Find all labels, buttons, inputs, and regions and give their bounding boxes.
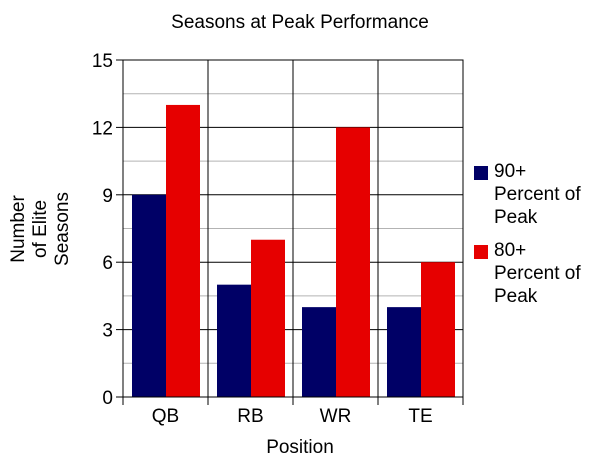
y-axis-label-line: Seasons bbox=[52, 192, 73, 266]
x-tick-label: QB bbox=[152, 406, 179, 427]
y-tick-label: 0 bbox=[102, 388, 113, 409]
x-axis-label: Position bbox=[266, 437, 334, 458]
x-tick-label: TE bbox=[408, 406, 432, 427]
bar bbox=[132, 194, 166, 397]
legend-swatch-90 bbox=[474, 166, 488, 180]
legend-label-80: 80+ Percent of Peak bbox=[494, 240, 581, 307]
plot-area: 0 3 6 9 12 15 QB RB WR TE bbox=[92, 51, 464, 427]
bar bbox=[387, 307, 421, 397]
legend: 90+ Percent of Peak 80+ Percent of Peak bbox=[474, 160, 594, 318]
y-tick-label: 3 bbox=[102, 321, 113, 342]
y-tick-label: 9 bbox=[102, 186, 113, 207]
bar bbox=[166, 104, 200, 397]
plot-frame bbox=[122, 59, 464, 398]
y-axis-label: Numberof EliteSeasons bbox=[8, 192, 73, 266]
legend-item-90: 90+ Percent of Peak bbox=[474, 160, 594, 229]
x-tick-label: RB bbox=[237, 406, 263, 427]
legend-swatch-80 bbox=[474, 245, 488, 259]
bar bbox=[217, 284, 251, 397]
y-tick-label: 12 bbox=[92, 118, 113, 139]
y-axis-label-text: Numberof EliteSeasons bbox=[8, 192, 73, 266]
legend-label-90: 90+ Percent of Peak bbox=[494, 161, 581, 228]
bar bbox=[251, 239, 285, 397]
x-tick-label: WR bbox=[320, 406, 352, 427]
y-tick-label: 6 bbox=[102, 253, 113, 274]
bar bbox=[302, 307, 336, 397]
y-axis-label-line: Number bbox=[8, 195, 29, 263]
bar bbox=[336, 127, 370, 398]
legend-item-80: 80+ Percent of Peak bbox=[474, 239, 594, 308]
y-tick-label: 15 bbox=[92, 51, 113, 72]
chart-title: Seasons at Peak Performance bbox=[171, 12, 429, 33]
bar bbox=[421, 262, 455, 397]
y-axis-label-line: of Elite bbox=[30, 200, 51, 258]
